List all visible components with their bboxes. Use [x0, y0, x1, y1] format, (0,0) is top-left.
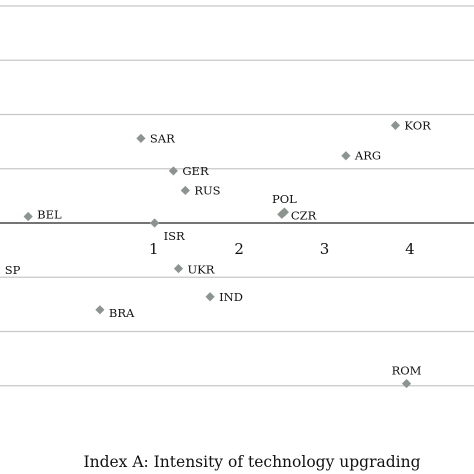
data-point-czr [277, 209, 287, 219]
x-tick-label: 3 [320, 240, 330, 258]
data-point-arg [341, 151, 351, 161]
data-points: KOR SAR ARG GER RUS POL CZR BEL ISR UKR IND BRA ROM S… [0, 118, 431, 389]
point-label-arg: ARG [354, 149, 381, 163]
gridlines [0, 5, 474, 387]
data-point-pol [279, 207, 289, 217]
point-label-pol: POL [272, 192, 297, 206]
point-label-rus: RUS [194, 183, 220, 197]
x-tick-label: 2 [234, 240, 244, 258]
x-axis-title: Index A: Intensity of technology upgradi… [83, 453, 420, 471]
data-point-rus [180, 185, 190, 196]
x-tick-label: 1 [149, 240, 159, 258]
point-label-kor: KOR [404, 118, 431, 132]
point-label-sar: SAR [150, 131, 175, 145]
point-label-ukr: UKR [187, 263, 214, 277]
data-point-bra [95, 305, 105, 315]
data-point-isr [149, 218, 160, 228]
data-point-kor [390, 120, 401, 130]
data-point-rom [401, 378, 412, 389]
x-tick-labels: 1 2 3 4 [149, 240, 415, 258]
point-label-ind: IND [219, 290, 243, 304]
point-label-bel: BEL [37, 207, 62, 221]
point-label-sp: SP [5, 263, 21, 277]
x-tick-label: 4 [405, 240, 415, 258]
data-point-ukr [173, 263, 184, 274]
data-point-ind [205, 292, 215, 302]
point-label-isr: ISR [164, 229, 185, 243]
point-label-czr: CZR [291, 208, 317, 222]
data-point-ger [168, 166, 178, 176]
data-point-bel [23, 211, 33, 222]
point-label-ger: GER [182, 164, 209, 178]
point-label-rom: ROM [392, 364, 422, 378]
data-point-sar [136, 133, 146, 143]
point-label-bra: BRA [109, 306, 135, 320]
